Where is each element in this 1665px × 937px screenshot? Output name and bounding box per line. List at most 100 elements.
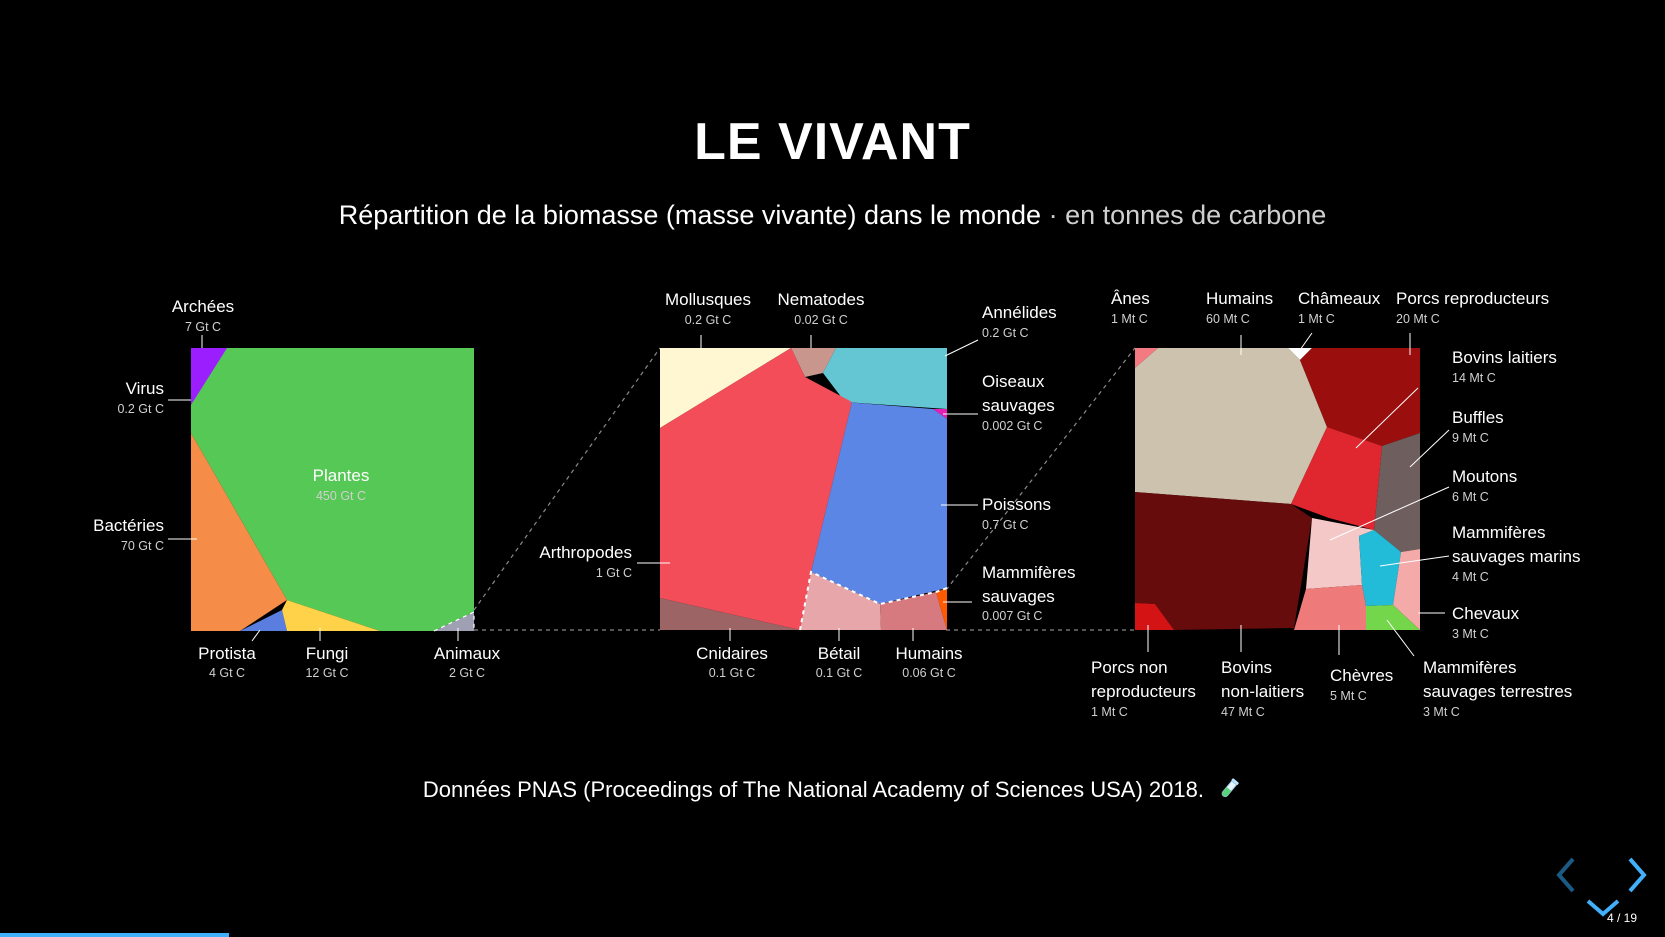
value-humains-3: 60 Mt C [1206, 312, 1250, 326]
cell-poissons [811, 402, 947, 604]
value-protista: 4 Gt C [209, 666, 245, 680]
value-nematodes: 0.02 Gt C [794, 313, 848, 327]
label-virus: Virus [126, 379, 164, 398]
cell-chevres [1294, 585, 1366, 630]
zoom-line-1-top [473, 347, 661, 611]
cell-bacteries [191, 433, 287, 631]
label-fungi: Fungi [306, 644, 349, 663]
cell-virus [191, 400, 194, 433]
value-plantes: 450 Gt C [316, 489, 366, 503]
value-anes: 1 Mt C [1111, 312, 1148, 326]
label-poissons: Poissons [982, 495, 1051, 514]
chevron-down-icon [1586, 899, 1620, 917]
cell-nematodes [791, 348, 836, 377]
cell-bovins-non-laitiers [1135, 492, 1312, 630]
cell-archees [191, 348, 227, 405]
label-chameaux: Châmeaux [1298, 289, 1381, 308]
value-porcs-non-repro: 1 Mt C [1091, 705, 1128, 719]
value-humains-2: 0.06 Gt C [902, 666, 956, 680]
progress-fill [0, 933, 229, 937]
label-arthropodes: Arthropodes [539, 543, 632, 562]
value-moutons: 6 Mt C [1452, 490, 1489, 504]
label-porcs-non-repro: Porcs non reproducteurs [1091, 658, 1196, 701]
panel-mammals [1135, 348, 1420, 630]
animaux-highlight [433, 611, 475, 632]
source-text: Données PNAS (Proceedings of The Nationa… [422, 777, 1204, 802]
cell-arthropodes [660, 348, 852, 630]
value-oiseaux: 0.002 Gt C [982, 419, 1042, 433]
cell-mammiferes-marins [1359, 530, 1401, 606]
subtitle-main: Répartition de la biomasse (masse vivant… [338, 200, 1042, 230]
cell-buffles [1374, 433, 1420, 552]
value-buffles: 9 Mt C [1452, 431, 1489, 445]
chevron-right-icon [1628, 857, 1647, 893]
prev-slide-button[interactable] [1553, 855, 1579, 895]
label-bacteries: Bactéries [93, 516, 164, 535]
value-chevaux: 3 Mt C [1452, 627, 1489, 641]
value-betail: 0.1 Gt C [816, 666, 863, 680]
slide-title: LE VIVANT [694, 113, 971, 171]
label-anes: Ânes [1111, 289, 1150, 308]
zoom-line-2-top [945, 347, 1136, 591]
label-moutons: Moutons [1452, 467, 1517, 486]
value-cnidaires: 0.1 Gt C [709, 666, 756, 680]
label-nematodes: Nematodes [778, 290, 865, 309]
cell-porcs-repro [1300, 348, 1420, 446]
cell-chevaux [1393, 549, 1420, 630]
value-annelides: 0.2 Gt C [982, 326, 1029, 340]
label-bovins-laitiers: Bovins laitiers [1452, 348, 1557, 367]
label-animaux: Animaux [434, 644, 501, 663]
cell-bovins-laitiers [1291, 427, 1382, 530]
value-animaux: 2 Gt C [449, 666, 485, 680]
value-bacteries: 70 Gt C [121, 539, 164, 553]
subtitle-separator: · [1041, 200, 1066, 230]
value-mammiferes-terrestres: 3 Mt C [1423, 705, 1460, 719]
label-mammiferes-sauvages: Mammifères sauvages [982, 563, 1076, 606]
label-humains-2: Humains [895, 644, 962, 663]
leader-lines [168, 332, 1450, 657]
value-arthropodes: 1 Gt C [596, 566, 632, 580]
value-mammiferes-sauvages: 0.007 Gt C [982, 609, 1042, 623]
cell-moutons [1306, 518, 1374, 589]
label-betail: Bétail [818, 644, 861, 663]
panel-animals [660, 348, 948, 631]
value-virus: 0.2 Gt C [117, 402, 164, 416]
segment-labels: Archées 7 Gt C Virus 0.2 Gt C Bactéries … [93, 289, 1580, 719]
label-humains-3: Humains [1206, 289, 1273, 308]
cell-humains-2 [880, 592, 947, 630]
down-slide-button[interactable] [1585, 897, 1621, 919]
label-chevres: Chèvres [1330, 666, 1393, 685]
value-porcs-repro: 20 Mt C [1396, 312, 1440, 326]
label-protista: Protista [198, 644, 256, 663]
label-archees: Archées [172, 297, 234, 316]
cell-mammiferes-terrestres [1366, 605, 1420, 630]
cell-cnidaires [660, 598, 800, 630]
value-archees: 7 Gt C [185, 320, 221, 334]
cell-annelides [823, 348, 947, 409]
cell-betail [800, 572, 881, 630]
value-bovins-non-laitiers: 47 Mt C [1221, 705, 1265, 719]
label-cnidaires: Cnidaires [696, 644, 768, 663]
label-porcs-repro: Porcs reproducteurs [1396, 289, 1549, 308]
test-tube-icon [1221, 778, 1239, 798]
label-chevaux: Chevaux [1452, 604, 1520, 623]
cell-plantes [191, 348, 474, 631]
value-mollusques: 0.2 Gt C [685, 313, 732, 327]
label-oiseaux-sauvages: Oiseaux sauvages [982, 372, 1055, 415]
slide-subtitle: Répartition de la biomasse (masse vivant… [0, 200, 1665, 231]
value-bovins-laitiers: 14 Mt C [1452, 371, 1496, 385]
cell-protista [240, 610, 287, 631]
value-mammiferes-marins: 4 Mt C [1452, 570, 1489, 584]
cell-fungi [282, 600, 380, 631]
page-number: 4 / 19 [1606, 911, 1637, 925]
label-plantes: Plantes [313, 466, 370, 485]
value-poissons: 0.7 Gt C [982, 518, 1029, 532]
source-note: Données PNAS (Proceedings of The Nationa… [0, 776, 1665, 803]
value-fungi: 12 Gt C [305, 666, 348, 680]
cell-mammiferes-sauvages [936, 588, 947, 630]
next-slide-button[interactable] [1624, 855, 1650, 895]
value-chameaux: 1 Mt C [1298, 312, 1335, 326]
label-bovins-non-laitiers: Bovins non-laitiers [1221, 658, 1304, 701]
label-mammiferes-terrestres: Mammifères sauvages terrestres [1423, 658, 1572, 701]
